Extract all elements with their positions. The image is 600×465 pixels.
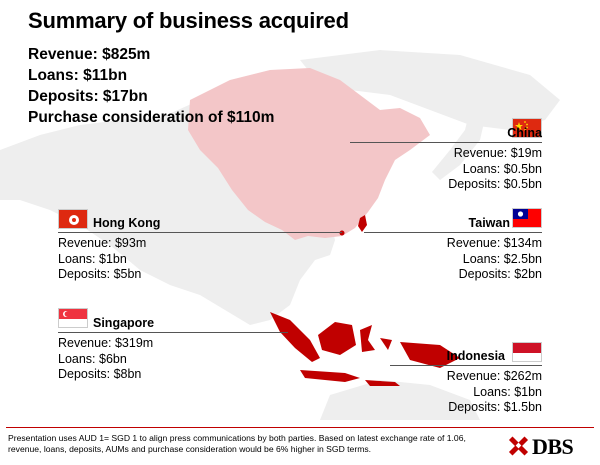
taiwan-loans: Loans: $2.5bn [462,251,542,266]
singapore-leader-line [58,332,288,333]
region-hong-kong: Hong Kong [93,216,160,232]
footer-divider [6,427,594,428]
hong-kong-flag-icon [58,209,88,229]
china-revenue: Revenue: $19m [453,146,542,160]
taiwan-flag-icon [512,208,542,228]
china-flag-icon [512,118,542,138]
hong-kong-deposits: Deposits: $5bn [58,267,142,281]
hong-kong-leader-line [58,232,342,233]
hong-kong-marker [339,230,345,236]
footer-note: Presentation uses AUD 1= SGD 1 to align … [8,433,466,454]
region-indonesia: Indonesia [447,349,505,365]
region-taiwan-figures: Revenue: $134m Loans: $2.5bn Deposits: $… [447,236,542,283]
indonesia-deposits: Deposits: $1.5bn [448,400,542,414]
hong-kong-loans: Loans: $1bn [58,251,127,266]
dbs-logo-icon [508,436,529,456]
hong-kong-revenue: Revenue: $93m [58,236,147,250]
china-deposits: Deposits: $0.5bn [448,177,542,191]
region-china-figures: Revenue: $19m Loans: $0.5bn Deposits: $0… [448,146,542,193]
region-singapore: Singapore [93,316,154,332]
region-hong-kong-figures: Revenue: $93m Loans: $1bn Deposits: $5bn [58,236,146,283]
summary-purchase-consideration: Purchase consideration of $110m [28,109,275,126]
region-singapore-name: Singapore [93,316,155,330]
region-china-name: China [507,126,542,140]
indonesia-flag-icon [512,342,542,362]
dbs-logo-text: DBS [532,434,574,459]
land-australia [320,380,480,420]
land-japan [432,110,485,180]
summary-revenue: Revenue: $825m [28,46,151,63]
region-indonesia-figures: Revenue: $262m Loans: $1bn Deposits: $1.… [447,369,542,416]
region-hong-kong-name: Hong Kong [93,216,161,230]
singapore-revenue: Revenue: $319m [58,336,154,350]
taiwan-revenue: Revenue: $134m [446,236,542,250]
summary-block: Revenue: $825m Loans: $11bn Deposits: $1… [28,44,274,128]
summary-deposits: Deposits: $17bn [28,88,148,105]
singapore-loans: Loans: $6bn [58,351,127,366]
indonesia-leader-line [390,365,542,366]
singapore-flag-icon [58,308,88,328]
page-title: Summary of business acquired [28,8,349,33]
region-indonesia-name: Indonesia [446,349,505,363]
summary-loans: Loans: $11bn [28,67,128,84]
region-singapore-figures: Revenue: $319m Loans: $6bn Deposits: $8b… [58,336,153,383]
singapore-deposits: Deposits: $8bn [58,367,142,381]
china-shape [188,68,430,240]
land-north [300,50,560,130]
region-taiwan: Taiwan [469,216,510,232]
taiwan-deposits: Deposits: $2bn [458,267,542,281]
indonesia-loans: Loans: $1bn [473,384,542,399]
region-taiwan-name: Taiwan [468,216,510,230]
china-loans: Loans: $0.5bn [462,161,542,176]
region-china: China [507,126,542,142]
asia-map [0,50,560,420]
taiwan-leader-line [364,232,542,233]
taiwan-shape [358,215,367,232]
indonesia-shape [270,312,460,386]
indonesia-revenue: Revenue: $262m [446,369,542,383]
china-leader-line [350,142,542,143]
